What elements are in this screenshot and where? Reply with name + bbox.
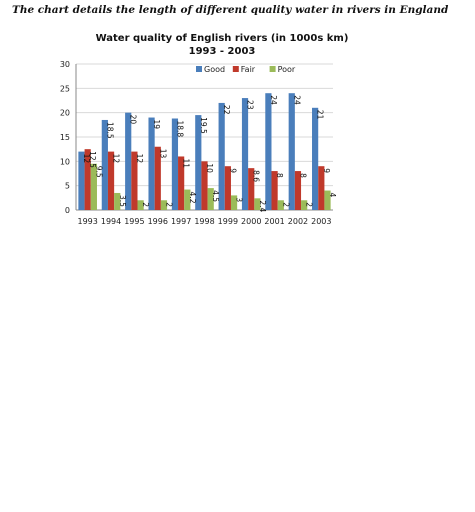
data-label: 19: [152, 120, 161, 130]
bar-fair: [131, 151, 138, 210]
x-tick-label: 1995: [124, 217, 144, 226]
chart-title: Water quality of English rivers (in 1000…: [96, 33, 349, 44]
bar-fair: [224, 166, 231, 210]
data-label: 12: [135, 154, 144, 164]
legend-label-fair: Fair: [241, 65, 256, 74]
legend-swatch-poor: [269, 66, 276, 72]
x-axis: 1993 1994 1995 1996 1997 1998 1999 2000 2001 2002…: [78, 217, 332, 226]
data-label: 20: [129, 115, 138, 125]
y-tick-label: 0: [65, 206, 70, 215]
x-tick-label: 1997: [171, 217, 191, 226]
x-tick-label: 1994: [101, 217, 121, 226]
data-label: 24: [269, 95, 278, 105]
data-label: 12: [112, 154, 121, 164]
bar-good: [241, 98, 249, 210]
data-label: 23: [246, 100, 255, 110]
x-tick-label: 2003: [311, 217, 331, 226]
data-label: 21: [316, 110, 325, 120]
bar-poor: [207, 188, 214, 210]
data-label: 12: [82, 154, 91, 164]
data-label: 2: [281, 202, 290, 207]
bar-poor: [160, 200, 168, 210]
legend-swatch-fair: [232, 66, 239, 72]
data-label: 18.8: [175, 121, 184, 138]
bar-good: [288, 93, 295, 210]
data-label: 11: [182, 158, 191, 168]
y-axis: 0 5 10 15 20 25 30: [60, 60, 77, 215]
legend-label-good: Good: [204, 65, 225, 74]
data-label: 22: [222, 105, 231, 115]
bar-poor: [137, 200, 144, 210]
data-label: 3.5: [118, 195, 127, 207]
data-label: 19.5: [199, 117, 208, 134]
bar-good: [125, 112, 132, 210]
x-tick-label: 2000: [241, 217, 261, 226]
bar-fair: [271, 171, 278, 210]
bar-good: [78, 151, 85, 210]
bar-fair: [248, 168, 255, 210]
data-label: 8: [275, 173, 284, 178]
bar-good: [195, 115, 202, 210]
x-tick-label: 1999: [218, 217, 238, 226]
data-labels: 1212.59.518.5123.5201221913218.8114.219.…: [82, 95, 337, 212]
bar-poor: [301, 200, 308, 210]
legend: Good Fair Poor: [196, 65, 296, 74]
chart-caption: The chart details the length of differen…: [12, 4, 449, 16]
bar-fair: [294, 171, 302, 210]
data-label: 3: [235, 197, 244, 202]
data-label: 4.5: [211, 190, 220, 202]
data-label: 4: [328, 193, 337, 198]
bar-good: [101, 119, 108, 210]
x-tick-label: 2002: [288, 217, 308, 226]
data-label: 2: [305, 202, 314, 207]
data-label: 10: [205, 163, 214, 173]
data-label: 12.5: [88, 151, 97, 168]
bar-fair: [107, 151, 115, 210]
bar-good: [148, 117, 155, 210]
x-tick-label: 2001: [264, 217, 284, 226]
bar-fair: [318, 166, 325, 210]
y-tick-label: 15: [60, 133, 70, 142]
legend-label-poor: Poor: [278, 65, 296, 74]
bar-good: [265, 93, 272, 210]
x-tick-label: 1993: [78, 217, 98, 226]
bar-good: [171, 118, 179, 210]
data-label: 8.6: [252, 170, 261, 182]
y-tick-label: 10: [60, 157, 70, 166]
data-label: 2.4: [258, 200, 267, 212]
data-label: 9.5: [94, 166, 103, 178]
y-tick-label: 25: [60, 84, 70, 93]
bar-fair: [178, 156, 185, 210]
data-label: 2: [164, 202, 173, 207]
legend-swatch-good: [196, 66, 202, 72]
data-label: 9: [228, 168, 237, 173]
data-label: 4.2: [188, 192, 197, 204]
bar-poor: [254, 198, 261, 210]
y-tick-label: 30: [60, 60, 70, 69]
data-label: 18.5: [105, 122, 114, 139]
bar-poor: [114, 192, 121, 210]
bar-poor: [324, 190, 331, 210]
data-label: 24: [292, 95, 301, 105]
x-tick-label: 1998: [194, 217, 214, 226]
bars: [78, 93, 331, 210]
chart-subtitle: 1993 - 2003: [189, 46, 256, 57]
data-label: 2: [141, 202, 150, 207]
bar-poor: [230, 195, 238, 210]
bar-poor: [90, 163, 97, 210]
bar-good: [218, 102, 225, 210]
y-tick-label: 20: [60, 109, 70, 118]
x-tick-label: 1996: [148, 217, 168, 226]
y-tick-label: 5: [65, 182, 70, 191]
bar-good: [312, 107, 319, 210]
data-label: 9: [322, 168, 331, 173]
data-label: 13: [158, 149, 167, 159]
bar-fair: [84, 149, 91, 210]
bar-poor: [184, 189, 191, 210]
bar-fair: [201, 161, 208, 210]
data-label: 8: [298, 173, 307, 178]
bar-poor: [277, 200, 284, 210]
bar-fair: [154, 146, 161, 210]
